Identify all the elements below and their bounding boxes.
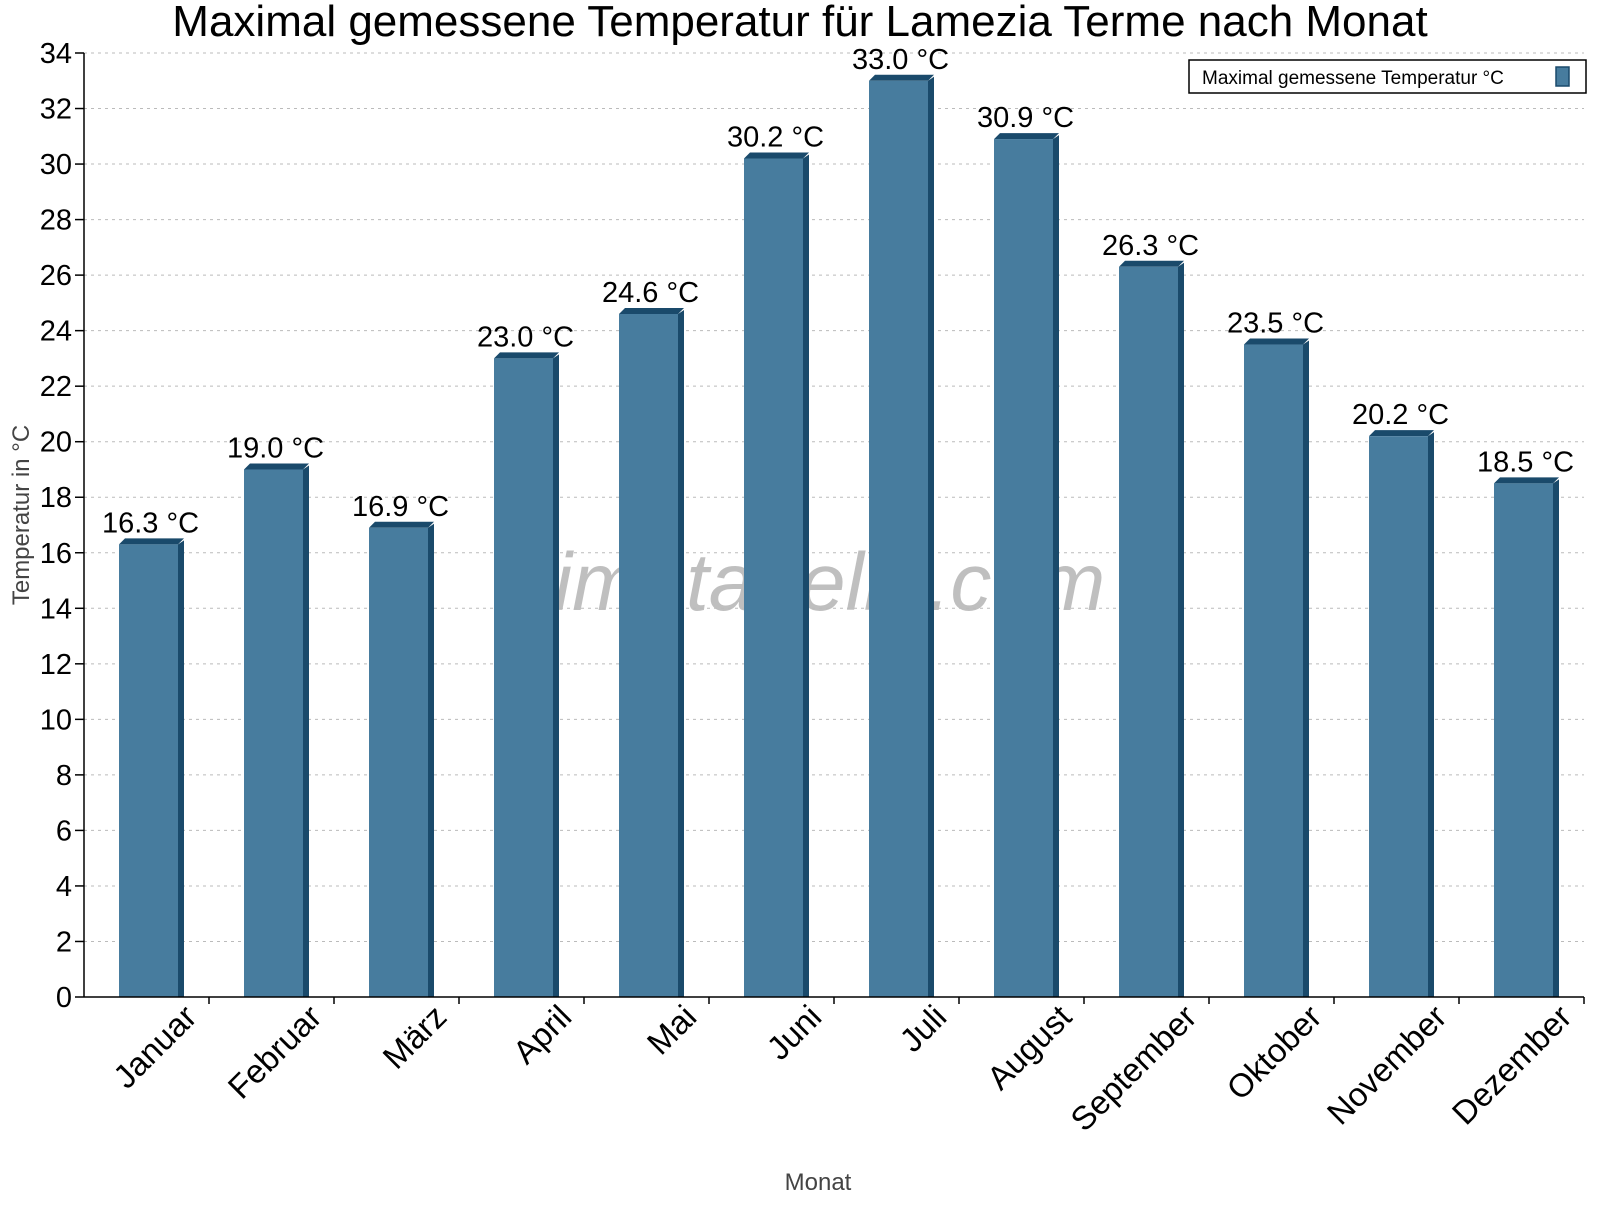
x-tick-label: Juli bbox=[892, 998, 953, 1059]
bar-side bbox=[1428, 432, 1434, 997]
y-tick-label: 28 bbox=[40, 205, 72, 237]
x-tick-label: Januar bbox=[106, 998, 204, 1096]
bar-side bbox=[928, 76, 934, 997]
bar-side bbox=[1553, 479, 1559, 998]
bar-side bbox=[803, 154, 809, 998]
y-tick-label: 10 bbox=[40, 704, 72, 736]
bar-side bbox=[178, 540, 184, 997]
chart-title: Maximal gemessene Temperatur für Lamezia… bbox=[172, 0, 1427, 46]
x-tick-label: Juni bbox=[759, 998, 828, 1067]
bar bbox=[869, 80, 928, 997]
y-tick-label: 22 bbox=[40, 371, 72, 403]
x-tick-label: Februar bbox=[221, 998, 329, 1106]
bar-top bbox=[369, 521, 434, 528]
bar bbox=[1244, 344, 1303, 997]
y-tick-label: 14 bbox=[40, 593, 72, 625]
x-tick-label: September bbox=[1063, 998, 1203, 1138]
data-label: 26.3 °C bbox=[1102, 230, 1199, 262]
bar-top bbox=[869, 74, 934, 81]
data-label: 16.9 °C bbox=[352, 491, 449, 523]
x-axis-label: Monat bbox=[785, 1169, 852, 1196]
y-tick-label: 30 bbox=[40, 149, 72, 181]
data-label: 23.5 °C bbox=[1227, 308, 1324, 340]
bar-top bbox=[1494, 477, 1559, 484]
x-tick-label: Oktober bbox=[1219, 998, 1328, 1107]
bar bbox=[494, 358, 553, 998]
legend-swatch bbox=[1555, 66, 1570, 87]
data-label: 24.6 °C bbox=[602, 277, 699, 309]
x-tick-label: August bbox=[980, 998, 1079, 1097]
legend-label: Maximal gemessene Temperatur °C bbox=[1202, 68, 1504, 89]
y-axis-label: Temperatur in °C bbox=[8, 425, 35, 605]
bar bbox=[994, 139, 1053, 998]
data-label: 19.0 °C bbox=[227, 432, 324, 464]
data-label: 33.0 °C bbox=[852, 44, 949, 76]
data-label: 18.5 °C bbox=[1477, 446, 1574, 478]
y-tick-label: 4 bbox=[56, 871, 72, 903]
y-tick-label: 34 bbox=[40, 38, 72, 70]
bar-side bbox=[303, 465, 309, 997]
legend: Maximal gemessene Temperatur °C bbox=[1188, 59, 1587, 94]
bar-top bbox=[494, 352, 559, 359]
y-tick-label: 24 bbox=[40, 316, 72, 348]
y-tick-label: 12 bbox=[40, 649, 72, 681]
bar-side bbox=[553, 354, 559, 998]
legend-box bbox=[1188, 59, 1587, 94]
bar-top bbox=[119, 538, 184, 545]
bar-side bbox=[678, 309, 684, 997]
y-tick-label: 8 bbox=[56, 760, 72, 792]
bar-side bbox=[428, 523, 434, 997]
bar-top bbox=[244, 463, 309, 470]
bar-top bbox=[1119, 260, 1184, 267]
data-label: 20.2 °C bbox=[1352, 399, 1449, 431]
x-tick-label: April bbox=[506, 998, 579, 1071]
x-tick-label: Mai bbox=[640, 998, 704, 1062]
bar bbox=[619, 313, 678, 997]
y-tick-label: 2 bbox=[56, 926, 72, 958]
y-tick-label: 32 bbox=[40, 94, 72, 126]
bar bbox=[1369, 436, 1428, 997]
bar bbox=[1119, 266, 1178, 998]
y-tick-label: 16 bbox=[40, 538, 72, 570]
bars: 16.3 °C 19.0 °C 16.9 °C 23.0 °C 24.6 °C 30.2 … bbox=[102, 44, 1574, 998]
bar-top bbox=[994, 133, 1059, 140]
y-tick-label: 6 bbox=[56, 815, 72, 847]
x-tick-label: März bbox=[375, 998, 453, 1076]
data-label: 16.3 °C bbox=[102, 507, 199, 539]
data-label: 23.0 °C bbox=[477, 321, 574, 353]
bar bbox=[119, 544, 178, 997]
bar bbox=[744, 158, 803, 998]
bar bbox=[244, 469, 303, 997]
bar-top bbox=[1244, 338, 1309, 345]
bar bbox=[1494, 483, 1553, 998]
y-tick-label: 26 bbox=[40, 260, 72, 292]
y-tick-label: 18 bbox=[40, 482, 72, 514]
y-tick-label: 0 bbox=[56, 982, 72, 1014]
data-label: 30.2 °C bbox=[727, 122, 824, 154]
y-tick-label: 20 bbox=[40, 427, 72, 459]
bar-top bbox=[744, 152, 809, 159]
bar-side bbox=[1303, 340, 1309, 997]
bar-side bbox=[1053, 135, 1059, 998]
bar-side bbox=[1178, 262, 1184, 998]
bar-top bbox=[619, 307, 684, 314]
x-tick-label: Dezember bbox=[1445, 998, 1579, 1132]
gridlines bbox=[84, 52, 1584, 942]
bar bbox=[369, 527, 428, 997]
x-tick-label: November bbox=[1320, 998, 1454, 1132]
bar-top bbox=[1369, 430, 1434, 437]
data-label: 30.9 °C bbox=[977, 102, 1074, 134]
